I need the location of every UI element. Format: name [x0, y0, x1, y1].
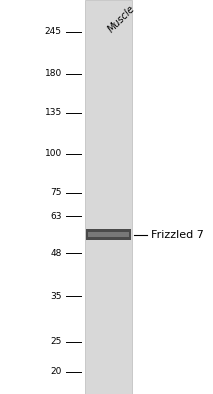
Text: 25: 25	[50, 337, 62, 346]
Text: 35: 35	[50, 292, 62, 301]
Text: Muscle: Muscle	[106, 3, 137, 34]
Text: 180: 180	[45, 69, 62, 78]
Text: 245: 245	[45, 28, 62, 36]
Text: Frizzled 7: Frizzled 7	[151, 230, 204, 240]
Bar	[88, 232, 129, 238]
Text: 63: 63	[50, 212, 62, 221]
Bar	[85, 0, 132, 394]
Text: 48: 48	[50, 249, 62, 258]
Text: 20: 20	[50, 368, 62, 376]
Bar	[86, 229, 131, 240]
Text: 135: 135	[45, 108, 62, 117]
Text: 75: 75	[50, 188, 62, 197]
Text: 100: 100	[45, 149, 62, 158]
